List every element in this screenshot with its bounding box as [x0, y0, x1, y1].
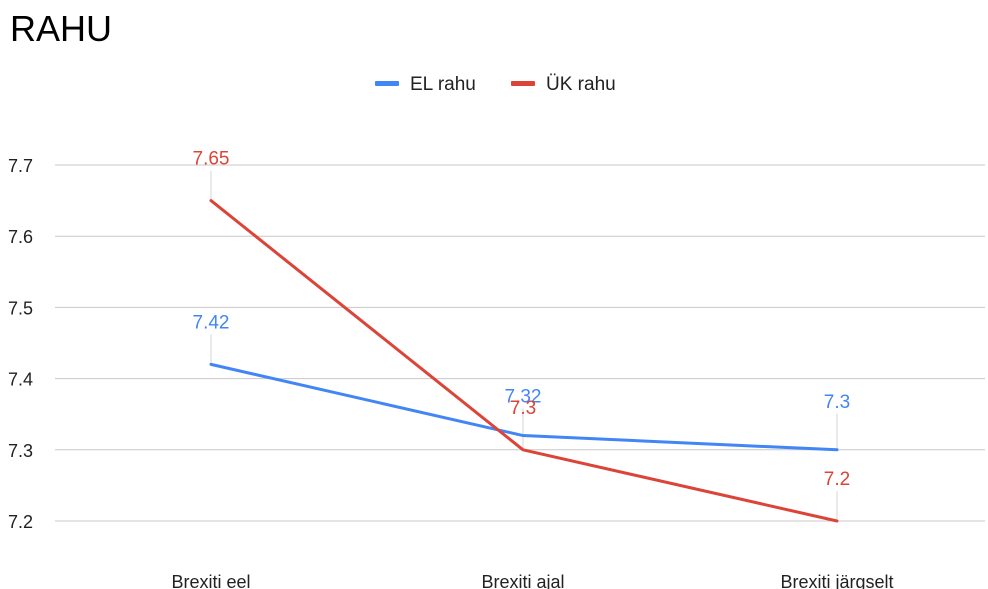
x-tick-label: Brexiti järgselt — [780, 572, 893, 589]
legend: EL rahu ÜK rahu — [375, 74, 616, 95]
data-label: 7.65 — [193, 149, 230, 170]
y-tick-label: 7.4 — [8, 370, 33, 390]
y-axis-ticks: 7.2 7.3 7.4 7.5 7.6 7.7 — [8, 156, 33, 532]
legend-label: EL rahu — [410, 74, 476, 95]
legend-label: ÜK rahu — [546, 74, 616, 95]
y-tick-label: 7.2 — [8, 512, 33, 532]
chart-title: RAHU — [10, 8, 113, 49]
data-label-leaders — [210, 170, 838, 521]
y-tick-label: 7.5 — [8, 298, 33, 318]
y-tick-label: 7.6 — [8, 227, 33, 247]
x-axis-ticks: Brexiti eel Brexiti ajal Brexiti järgselt — [171, 572, 893, 589]
data-label: 7.32 — [505, 387, 542, 408]
y-tick-label: 7.7 — [8, 156, 33, 176]
data-label: 7.3 — [824, 392, 850, 413]
series-lines — [209, 199, 839, 523]
y-tick-label: 7.3 — [8, 441, 33, 461]
x-tick-label: Brexiti ajal — [481, 572, 564, 589]
data-label: 7.42 — [193, 312, 230, 333]
data-label: 7.3 — [510, 398, 536, 419]
series-line — [209, 199, 839, 523]
data-label: 7.2 — [824, 469, 850, 490]
x-tick-label: Brexiti eel — [171, 572, 250, 589]
legend-swatch — [375, 81, 399, 86]
legend-swatch — [511, 81, 535, 86]
data-labels: 7.427.32 7.37.657.37.2 — [193, 149, 851, 490]
series-line — [209, 362, 839, 452]
gridlines — [55, 164, 985, 522]
